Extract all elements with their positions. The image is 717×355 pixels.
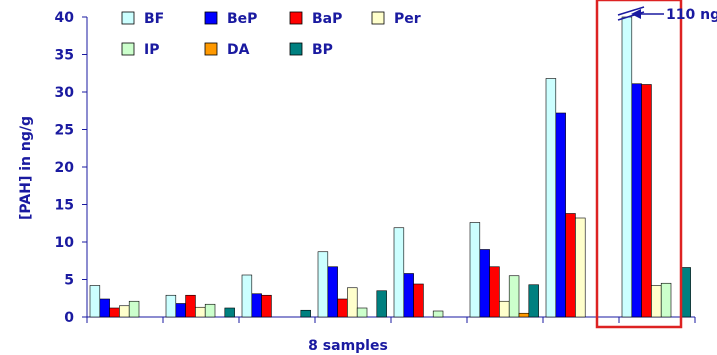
bar-per-sample-8: [651, 285, 662, 318]
bar-bp-sample-8: [680, 267, 691, 318]
legend-label-bep: BeP: [227, 11, 257, 27]
y-tick-label: 5: [64, 273, 74, 289]
highlight-box: [595, 0, 683, 329]
legend-swatch-bap: [289, 11, 303, 25]
legend-label-da: DA: [227, 42, 250, 58]
y-axis-title: [PAH] in ng/g: [18, 116, 34, 220]
bar-bep-sample-3: [251, 293, 262, 318]
bar-ip-sample-1: [128, 300, 140, 318]
legend-swatch-bep: [204, 11, 218, 25]
annotation-label: 110 ng/g: [666, 7, 717, 23]
bar-bap-sample-8: [641, 84, 652, 318]
legend: BF BeP BaP Per IP DA BP: [121, 11, 421, 58]
bars: [89, 16, 691, 318]
bar-bap-sample-4: [337, 298, 348, 318]
bar-bf-sample-1: [89, 285, 101, 318]
bar-bp-sample-2: [224, 307, 235, 318]
break-mark: [617, 6, 645, 16]
bar-bap-sample-3: [261, 294, 272, 318]
bar-ip-sample-8: [660, 282, 672, 318]
bar-bap-sample-7: [565, 213, 576, 318]
bar-bep-sample-6: [479, 249, 490, 318]
legend-label-ip: IP: [144, 42, 159, 58]
bar-bp-sample-3: [300, 309, 311, 318]
annotation: 110 ng/g: [617, 6, 717, 23]
y-tick-label: 20: [55, 160, 75, 176]
bar-bf-sample-2: [165, 294, 177, 318]
bar-ip-sample-4: [356, 307, 368, 318]
bar-bf-sample-4: [317, 251, 329, 318]
legend-swatch-ip: [121, 42, 135, 56]
bar-ip-sample-5: [432, 310, 444, 318]
bar-bf-sample-5: [393, 227, 405, 318]
y-tick-labels: 0 5 10 15 20 25 30 35 40: [55, 10, 75, 326]
bar-bep-sample-5: [403, 273, 414, 318]
bar-bep-sample-8: [631, 83, 642, 318]
legend-label-bap: BaP: [312, 11, 342, 27]
highlight-rectangle: [595, 0, 683, 329]
y-tick-label: 40: [55, 10, 75, 26]
y-tick-label: 30: [55, 85, 75, 101]
x-axis-title: 8 samples: [308, 338, 388, 354]
bar-bf-sample-3: [241, 274, 253, 318]
y-tick-label: 15: [55, 198, 74, 214]
bar-bf-sample-6: [469, 222, 481, 318]
bar-bap-sample-6: [489, 266, 500, 318]
legend-swatch-per: [371, 11, 385, 25]
bar-per-sample-2: [195, 306, 206, 318]
legend-swatch-bp: [289, 42, 303, 56]
bar-bp-sample-4: [376, 290, 387, 318]
bar-bap-sample-5: [413, 283, 424, 318]
y-tick-label: 35: [55, 48, 74, 64]
bar-bep-sample-7: [555, 112, 566, 318]
legend-label-bf: BF: [144, 11, 164, 27]
annotation-arrowhead: [631, 9, 641, 19]
bar-bf-sample-8: [621, 16, 633, 318]
legend-label-bp: BP: [312, 42, 333, 58]
legend-label-per: Per: [394, 11, 421, 27]
bar-bep-sample-2: [175, 303, 186, 318]
bar-per-sample-7: [575, 217, 586, 318]
bar-bap-sample-1: [109, 307, 120, 318]
bar-ip-sample-6: [508, 275, 520, 318]
bar-bep-sample-4: [327, 266, 338, 318]
bar-bp-sample-6: [528, 284, 539, 318]
y-tick-label: 0: [64, 310, 74, 326]
bar-bep-sample-1: [99, 298, 110, 318]
bar-per-sample-4: [347, 287, 358, 318]
bar-per-sample-1: [119, 305, 130, 318]
legend-swatch-da: [204, 42, 218, 56]
bar-per-sample-6: [499, 300, 510, 318]
y-tick-label: 25: [55, 123, 74, 139]
y-tick-label: 10: [55, 235, 75, 251]
bar-bf-sample-7: [545, 78, 557, 318]
axes: [82, 16, 696, 323]
bar-bap-sample-2: [185, 294, 196, 318]
bar-ip-sample-2: [204, 303, 216, 318]
legend-swatch-bf: [121, 11, 135, 25]
bar-da-sample-6: [518, 312, 530, 318]
